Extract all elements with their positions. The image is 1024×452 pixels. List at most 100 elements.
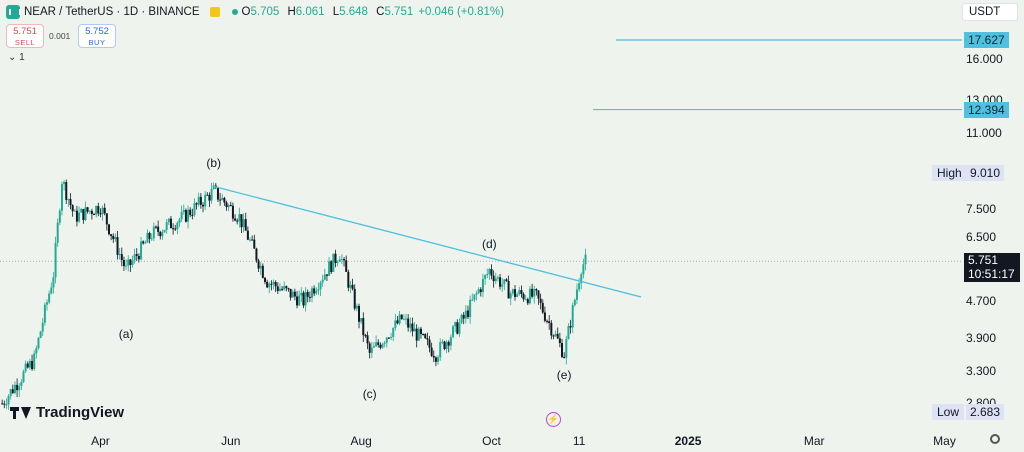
candle-body: [95, 206, 98, 215]
candle-body: [546, 320, 549, 322]
candle-body: [405, 318, 408, 320]
indicators-toggle[interactable]: ⌄ 1: [8, 52, 25, 63]
candle-body: [302, 292, 305, 306]
candle-body: [501, 284, 504, 287]
level-price-tag[interactable]: 17.627: [964, 32, 1009, 48]
candle-body: [362, 317, 365, 336]
candle-body: [150, 238, 153, 240]
candle-body: [103, 207, 106, 214]
candle-body: [90, 210, 93, 215]
candle-body: [242, 219, 245, 228]
sell-button[interactable]: 5.751 SELL: [6, 24, 44, 48]
candle-body: [445, 341, 448, 350]
candle-body: [261, 265, 264, 278]
candle-body: [212, 185, 215, 190]
candle-body: [351, 284, 354, 289]
candle-body: [541, 302, 544, 313]
candle-body: [187, 209, 190, 222]
trendline: [213, 185, 642, 298]
candle-body: [266, 281, 269, 288]
gear-icon[interactable]: [990, 434, 1000, 444]
candle-body: [454, 322, 457, 327]
candle-body: [234, 218, 237, 221]
candle-body: [18, 386, 21, 391]
symbol-header: NEAR / TetherUS · 1D · BINANCE O5.705 H6…: [6, 4, 504, 20]
buy-button[interactable]: 5.752 BUY: [78, 24, 116, 48]
candle-body: [323, 274, 326, 280]
candle-body: [39, 331, 42, 338]
candle-body: [182, 209, 185, 213]
level-price-tag[interactable]: 12.394: [964, 101, 1009, 118]
candle-body: [240, 214, 243, 228]
candle-body: [263, 277, 266, 282]
wave-label: (d): [482, 237, 497, 252]
candle-body: [144, 242, 147, 244]
candle-body: [392, 327, 395, 337]
candle-body: [122, 260, 125, 267]
candle-body: [387, 337, 390, 339]
candle-body: [167, 218, 170, 223]
candle-body: [441, 341, 444, 343]
candle-body: [75, 210, 78, 222]
candle-body: [178, 219, 181, 223]
low-value: 5.648: [339, 6, 368, 18]
candle-body: [419, 328, 422, 334]
candle-body: [343, 259, 346, 261]
flag-icon[interactable]: [209, 7, 220, 17]
candle-body: [251, 239, 254, 241]
candle-body: [499, 277, 502, 287]
candle-body: [105, 213, 108, 225]
candle-body: [281, 288, 284, 290]
candle-body: [231, 205, 234, 219]
candle-body: [514, 289, 516, 297]
candle-body: [110, 234, 113, 236]
candle-body: [426, 338, 429, 340]
candle-body: [238, 214, 241, 222]
candle-body: [494, 278, 497, 282]
candle-body: [417, 328, 420, 341]
currency-selector[interactable]: USDT: [962, 3, 1018, 21]
tradingview-logo[interactable]: TradingView: [10, 404, 124, 421]
candle-body: [3, 403, 6, 405]
candle-body: [505, 279, 508, 281]
candle-body: [221, 197, 224, 201]
candle-body: [580, 274, 583, 284]
candle-body: [554, 333, 557, 336]
candle-body: [528, 288, 531, 304]
candle-body: [355, 305, 358, 309]
candle-body: [33, 353, 36, 370]
symbol-title[interactable]: NEAR / TetherUS · 1D · BINANCE: [24, 6, 200, 18]
candle-body: [37, 337, 40, 349]
candle-body: [325, 274, 328, 276]
candle-body: [370, 347, 373, 353]
candle-body: [563, 357, 566, 359]
candle-body: [368, 343, 371, 353]
price-tick-label: 4.700: [966, 294, 997, 309]
candle-body: [347, 271, 350, 288]
candle-body: [216, 187, 219, 200]
candle-body: [486, 274, 489, 276]
candle-body: [543, 312, 546, 321]
candle-body: [268, 283, 271, 288]
candle-body: [443, 341, 446, 350]
candle-body: [509, 293, 512, 299]
candle-body: [80, 209, 83, 213]
last-price-value: 5.751: [968, 253, 999, 267]
lightning-icon[interactable]: ⚡: [546, 412, 561, 427]
candle-body: [236, 220, 239, 222]
candle-body: [137, 255, 140, 260]
candle-body: [375, 342, 378, 347]
candle-body: [396, 320, 399, 324]
candle-body: [112, 235, 115, 240]
candle-body: [526, 299, 529, 304]
candle-body: [199, 196, 202, 205]
candle-body: [561, 343, 564, 358]
candle-body: [308, 296, 311, 298]
candle-body: [142, 241, 145, 244]
candle-body: [313, 288, 316, 294]
candle-body: [285, 286, 288, 289]
candle-body: [492, 275, 495, 282]
candle-body: [328, 261, 331, 276]
